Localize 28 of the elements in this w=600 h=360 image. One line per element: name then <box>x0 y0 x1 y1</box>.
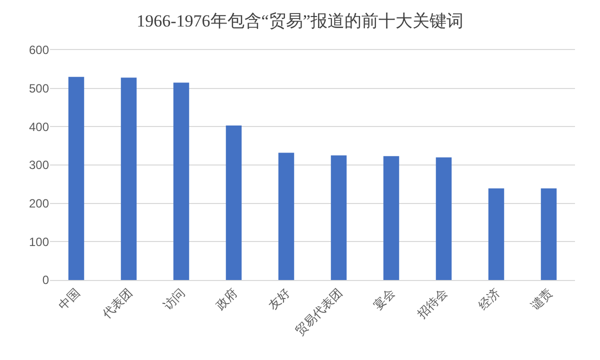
x-tick-label: 招待会 <box>414 286 450 322</box>
bar <box>120 78 137 280</box>
bar <box>226 126 242 280</box>
y-tick-label: 0 <box>42 273 50 288</box>
x-tick-label: 中国 <box>56 286 83 313</box>
y-tick-label: 100 <box>28 234 50 249</box>
y-tick-label: 400 <box>28 120 50 134</box>
y-tick-label: 300 <box>28 158 50 172</box>
x-tick-label: 代表团 <box>99 286 136 322</box>
bar <box>68 76 84 280</box>
x-tick-label: 宴会 <box>370 286 398 313</box>
y-tick-label: 500 <box>28 82 50 96</box>
x-tick-label: 贸易代表团 <box>292 286 346 338</box>
bar <box>330 155 347 280</box>
x-tick-label: 谴责 <box>528 286 556 313</box>
x-tick-label: 访问 <box>160 286 188 313</box>
x-tick-label: 经济 <box>476 286 503 313</box>
x-tick-label: 政府 <box>213 286 240 313</box>
bar <box>436 157 452 280</box>
y-tick-label: 600 <box>28 43 50 58</box>
bar <box>540 188 557 280</box>
bar <box>173 82 190 280</box>
chart-title: 1966-1976年包含“贸易”报道的前十大关键词 <box>136 11 464 30</box>
bar <box>488 188 504 280</box>
y-tick-label: 200 <box>28 196 50 211</box>
bar <box>383 156 400 280</box>
bar <box>278 152 294 280</box>
x-tick-label: 友好 <box>266 286 293 313</box>
